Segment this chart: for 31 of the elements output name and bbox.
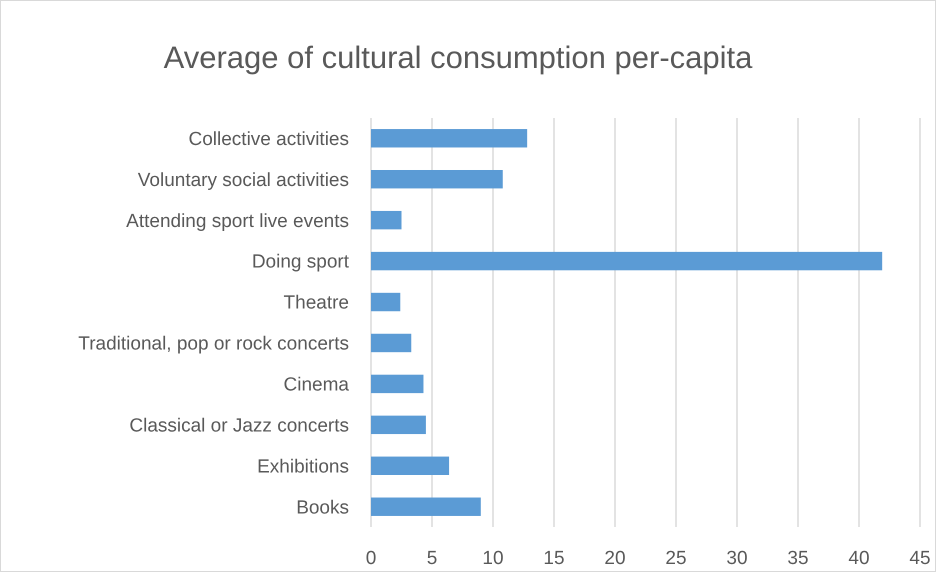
x-tick-label: 40 [848, 548, 870, 569]
x-tick-label: 15 [543, 548, 565, 569]
y-tick-label: Classical or Jazz concerts [129, 416, 349, 436]
x-tick-label: 35 [787, 548, 809, 569]
y-tick-label: Collective activities [188, 128, 349, 150]
bar [371, 252, 882, 270]
bar [371, 416, 426, 434]
y-tick-label: Exhibitions [257, 456, 349, 478]
x-tick-label: 0 [366, 548, 376, 569]
bar [371, 374, 424, 394]
y-tick-label: Cinema [284, 374, 350, 396]
x-tick-label: 45 [909, 548, 931, 569]
y-tick-label: Doing sport [252, 252, 350, 273]
y-tick-label: Theatre [284, 292, 349, 314]
x-tick-label: 30 [726, 548, 748, 569]
bar [371, 210, 402, 230]
x-tick-label: 5 [426, 548, 438, 569]
bar [371, 170, 503, 188]
x-tick-label: 10 [482, 548, 504, 569]
bar [371, 498, 481, 516]
y-tick-label: Voluntary social activities [138, 170, 349, 191]
chart-title: Average of cultural consumption per-capita [164, 40, 754, 75]
x-tick-label: 20 [604, 548, 626, 569]
y-tick-label: Traditional, pop or rock concerts [78, 334, 349, 355]
y-tick-label: Attending sport live events [126, 210, 349, 232]
y-tick-label: Books [296, 497, 349, 518]
x-tick-label: 25 [665, 548, 687, 569]
bar [371, 334, 412, 352]
bar [371, 129, 528, 148]
bar [371, 456, 450, 476]
bar [371, 292, 400, 312]
